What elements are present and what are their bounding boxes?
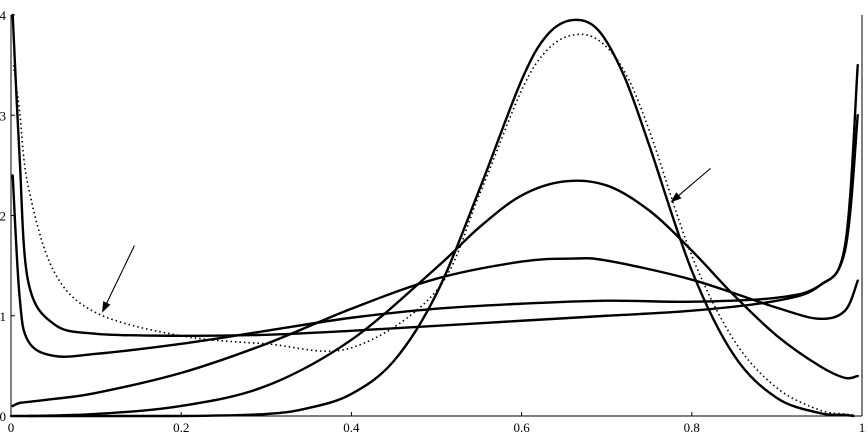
y-tick-label: 0 bbox=[0, 409, 6, 424]
tick-labels: 0 0.2 0.4 0.6 0.8 1 0 1 2 3 4 bbox=[0, 8, 865, 435]
x-tick-label: 0.4 bbox=[343, 420, 360, 435]
series-line-4 bbox=[26, 179, 859, 418]
x-tick-label: 0.8 bbox=[684, 420, 700, 435]
x-tick-label: 0.2 bbox=[173, 420, 189, 435]
series-group bbox=[9, 13, 859, 418]
annotation-arrow-2 bbox=[678, 167, 711, 196]
y-tick-label: 4 bbox=[0, 8, 7, 23]
series-line-5 bbox=[9, 18, 855, 418]
series-line-2 bbox=[11, 114, 859, 358]
y-tick-label: 3 bbox=[0, 108, 6, 123]
y-tick-label: 1 bbox=[0, 309, 6, 324]
series-line-1 bbox=[11, 13, 859, 338]
annotation-arrowhead-1 bbox=[102, 301, 111, 313]
y-tick-label: 2 bbox=[0, 209, 6, 224]
x-tick-label: 0.6 bbox=[513, 420, 530, 435]
series-line-6 bbox=[12, 33, 854, 416]
annotation-arrow-1 bbox=[106, 245, 135, 304]
series-line-3 bbox=[11, 257, 859, 408]
x-tick-label: 1 bbox=[859, 420, 866, 435]
x-tick-label: 0 bbox=[8, 420, 15, 435]
annotation-arrowhead-2 bbox=[670, 192, 682, 203]
annotations bbox=[102, 167, 711, 313]
